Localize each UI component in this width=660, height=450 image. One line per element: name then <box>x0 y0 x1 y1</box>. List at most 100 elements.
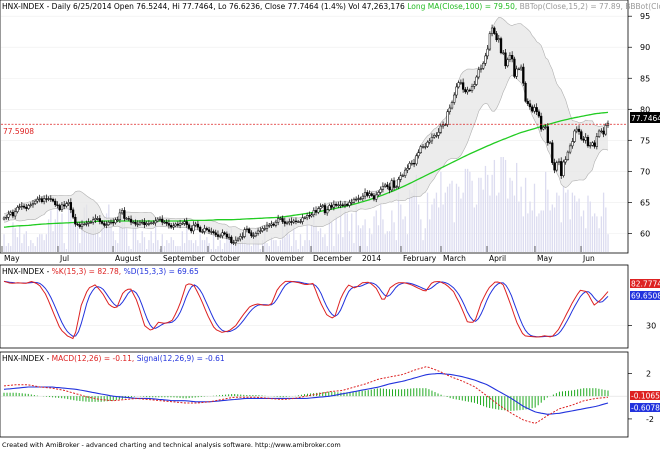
volume-bar <box>558 195 560 252</box>
volume-bar <box>277 246 279 252</box>
volume-bar <box>297 249 299 252</box>
candle-body <box>479 68 483 70</box>
volume-bar <box>462 192 464 252</box>
stochastic-k-tag-bg <box>630 279 660 288</box>
candle-body <box>281 218 284 222</box>
candle-body <box>149 222 153 224</box>
candle-body <box>337 204 340 206</box>
volume-bar <box>97 228 99 252</box>
macd-line <box>3 366 609 424</box>
volume-bar <box>275 240 277 252</box>
volume-bar <box>538 213 540 252</box>
candle-body <box>243 229 246 237</box>
macd-header-macd: MACD(12,26) = -0.11, <box>52 354 135 363</box>
candle-body <box>537 111 541 117</box>
volume-bar <box>469 171 471 252</box>
candle-body <box>219 235 222 237</box>
volume-bar <box>34 246 36 252</box>
volume-bar <box>217 246 219 252</box>
volume-bar <box>268 246 270 252</box>
candle-body <box>490 27 494 34</box>
volume-bar <box>308 240 311 252</box>
volume-bar <box>315 225 317 252</box>
volume-bar <box>480 177 482 252</box>
month-axis-labels: May Jul August September October November Dece… <box>1 246 595 263</box>
candle-body <box>165 221 168 224</box>
volume-bar <box>235 246 237 252</box>
candle-body <box>508 55 512 60</box>
volume-bar <box>146 249 148 252</box>
volume-bar <box>582 210 585 252</box>
volume-bar <box>422 240 424 252</box>
candle-body <box>20 205 23 208</box>
volume-bar <box>527 213 529 252</box>
candle-body <box>265 225 269 229</box>
volume-bar <box>117 243 119 252</box>
candle-body <box>310 214 313 217</box>
candle-body <box>9 212 12 215</box>
volume-bar <box>128 246 130 252</box>
volume-bar <box>531 210 533 252</box>
volume-bar <box>395 240 397 252</box>
volume-bar <box>132 219 134 252</box>
volume-bar <box>290 246 293 252</box>
volume-bar <box>208 243 210 252</box>
candle-body <box>439 125 442 133</box>
candle-body <box>11 212 15 217</box>
candle-body <box>196 223 200 228</box>
candle-body <box>31 203 35 206</box>
candle-body <box>187 224 191 229</box>
volume-bar <box>607 234 609 252</box>
candle-body <box>459 82 463 84</box>
volume-bar <box>431 204 433 252</box>
candle-body <box>107 221 110 225</box>
volume-bar <box>63 243 65 252</box>
volume-bar <box>259 249 262 252</box>
candle-body <box>7 213 10 218</box>
price-header-bbtop: BBTop(Close,15,2) = 77.89, <box>520 2 623 11</box>
candle-body <box>604 125 607 135</box>
long-ma-line <box>3 111 609 228</box>
candle-body <box>446 111 449 126</box>
candle-body <box>366 192 369 196</box>
volume-bar <box>36 237 39 252</box>
candle-body <box>120 210 124 214</box>
candle-body <box>305 215 309 219</box>
candle-body <box>359 198 362 200</box>
volume-bar <box>489 195 491 252</box>
volume-bar <box>261 240 264 252</box>
candle-body <box>401 175 405 177</box>
candle-body <box>112 221 115 224</box>
volume-bar <box>284 237 286 252</box>
macd-tag-bg <box>630 391 660 400</box>
candle-body <box>56 204 59 206</box>
volume-bar <box>273 240 275 252</box>
volume-bar <box>455 183 458 252</box>
candle-body <box>176 223 179 226</box>
candle-body <box>203 228 206 232</box>
candle-body <box>379 189 382 193</box>
candle-body <box>292 220 295 223</box>
candle-body <box>589 145 592 147</box>
candle-body <box>178 223 182 226</box>
volume-bar <box>81 219 83 252</box>
candle-body <box>390 180 393 191</box>
candle-body <box>568 145 572 153</box>
candle-body <box>216 234 220 237</box>
month-label: August <box>115 254 141 263</box>
candle-body <box>560 161 563 176</box>
volume-bar <box>402 219 404 252</box>
macd-pane: 2 -2 -0.10650 -0.60784 HNX-INDEX - MACD(1… <box>0 351 660 438</box>
candle-body <box>118 212 122 220</box>
last-close-tag-bg <box>630 112 660 123</box>
volume-bar <box>3 234 5 252</box>
volume-bar <box>502 157 504 252</box>
candle-body <box>252 235 255 237</box>
candle-body <box>127 218 130 220</box>
candle-body <box>392 180 396 188</box>
candle-body <box>535 107 538 113</box>
candle-body <box>207 229 211 232</box>
volume-bar <box>304 240 306 252</box>
stochastic-axis-ticks: 30 <box>628 322 656 331</box>
candle-body <box>546 126 549 144</box>
